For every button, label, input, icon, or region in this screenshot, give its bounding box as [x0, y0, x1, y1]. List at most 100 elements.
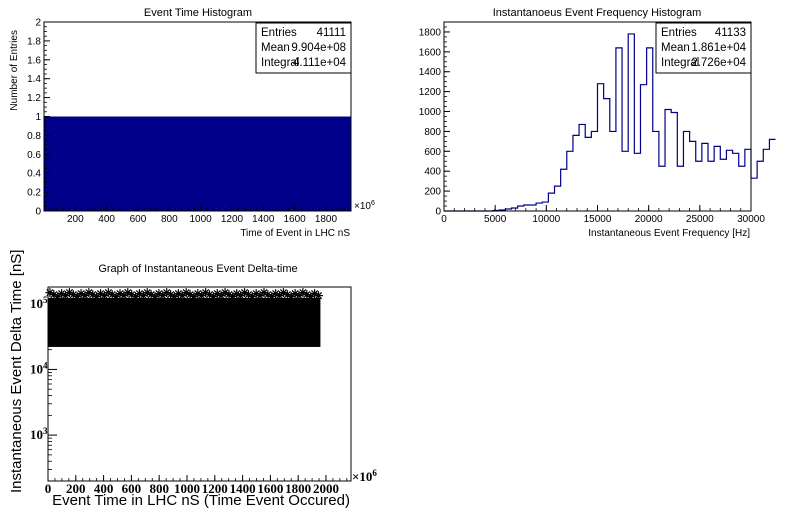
chart1-x-label: Time of Event in LHC nS	[240, 228, 350, 239]
chart2-stat-integral-label: Integral	[661, 57, 699, 69]
chart2-x-tick-label: 5000	[484, 214, 507, 225]
chart3-x-tick-label: 1200	[202, 481, 228, 496]
chart2-y-tick-label: 1800	[419, 27, 442, 38]
chart3-y-tick-label: 105	[30, 295, 48, 311]
chart3-star-stroke	[128, 291, 136, 299]
chart1-y-tick-label: 1	[35, 112, 41, 123]
chart3-star-marker	[142, 288, 152, 298]
chart2-y-tick-label: 400	[424, 167, 441, 178]
chart1-x-tick-label: 600	[130, 214, 147, 225]
chart3-star-marker	[162, 288, 172, 298]
chart3-star-stroke	[202, 289, 210, 297]
chart3-x-tick-label: 1800	[285, 481, 311, 496]
chart3-star-stroke	[233, 290, 241, 298]
chart3-star-stroke	[131, 293, 140, 301]
frequency-histogram: Instantanoeus Event Frequency Histogram …	[419, 7, 776, 239]
chart3-star-marker	[169, 292, 179, 302]
chart2-stat-mean-label: Mean	[661, 42, 690, 54]
chart3-star-marker	[150, 292, 160, 302]
chart3-star-stroke	[194, 290, 202, 298]
chart1-y-tick-label: 1.6	[27, 55, 41, 66]
chart3-star-stroke	[248, 293, 256, 301]
chart3-plot-area: 103 104 105 0 200 400 600 800 1000 1200 1400 1600 18…	[30, 286, 352, 496]
chart3-star-stroke	[311, 290, 319, 298]
chart3-star-stroke	[159, 292, 167, 300]
chart2-x-tick-label: 15000	[584, 214, 612, 225]
chart3-x-tick-label: 1400	[230, 481, 256, 496]
chart1-x-tick-label: 1600	[283, 214, 306, 225]
chart3-x-tick-label: 1600	[257, 481, 283, 496]
chart3-star-stroke	[104, 289, 112, 297]
chart2-y-tick-label: 600	[424, 147, 441, 158]
chart1-stat-entries-label: Entries	[261, 27, 297, 39]
chart3-star-stroke	[244, 291, 252, 299]
chart3-star-stroke	[252, 290, 260, 298]
chart1-stat-mean-value: 9.904e+08	[291, 42, 346, 54]
chart2-x-tick-label: 10000	[532, 214, 560, 225]
chart3-star-stroke	[93, 293, 101, 301]
chart3-star-stroke	[279, 289, 288, 297]
chart1-stat-entries-value: 41111	[317, 27, 346, 39]
chart3-x-tick-label: 200	[66, 481, 86, 496]
chart1-bar	[44, 116, 351, 211]
chart3-star-stroke	[287, 293, 295, 301]
chart1-stats-box: Entries 41111 Mean 9.904e+08 Integral 4.…	[255, 22, 352, 74]
chart2-x-label: Instantaneous Event Frequency [Hz]	[588, 228, 750, 239]
chart2-stat-entries-value: 41133	[715, 27, 746, 39]
chart3-star-stroke	[85, 289, 93, 297]
chart3-star-stroke	[303, 291, 311, 299]
chart3-star-stroke	[295, 292, 303, 300]
chart1-y-tick-label: 2	[35, 18, 41, 29]
chart1-y-tick-label: 0.2	[27, 188, 41, 199]
chart3-star-stroke	[268, 293, 276, 301]
chart3-title: Graph of Instantaneous Event Delta-time	[98, 263, 297, 275]
chart3-star-stroke	[61, 292, 70, 300]
chart3-star-marker	[255, 291, 265, 301]
chart3-star-stroke	[77, 290, 85, 298]
chart2-y-tick-label: 1000	[419, 107, 442, 118]
chart1-y-label: Number of Entries	[9, 30, 20, 111]
chart1-x-tick-label: 400	[98, 214, 115, 225]
chart3-x-label: Event Time in LHC nS (Time Event Occured…	[52, 492, 350, 509]
chart2-y-tick-label: 1200	[419, 87, 442, 98]
chart3-star-marker	[99, 291, 109, 301]
chart3-star-stroke	[314, 292, 323, 300]
chart3-x-tick-label: 400	[94, 481, 114, 496]
chart3-star-stroke	[307, 293, 315, 301]
chart3-star-marker	[80, 291, 90, 301]
chart1-y-tick-label: 1.4	[27, 74, 41, 85]
chart2-x-tick-label: 25000	[686, 214, 714, 225]
chart1-x-tick-label: 800	[161, 214, 178, 225]
chart2-y-tick-label: 800	[424, 127, 441, 138]
chart1-y-tick-label: 1.2	[27, 93, 41, 104]
chart3-star-stroke	[96, 290, 105, 298]
chart3-star-marker	[313, 291, 323, 301]
chart3-star-stroke	[143, 289, 151, 297]
chart2-series-line	[444, 33, 776, 212]
chart3-star-stroke	[167, 291, 175, 299]
chart3-x-tick-label: 2000	[313, 481, 339, 496]
chart1-y-tick-label: 0.8	[27, 131, 41, 142]
chart3-star-stroke	[89, 291, 97, 299]
chart3-star-marker	[216, 291, 226, 301]
chart3-star-stroke	[260, 289, 268, 297]
chart1-stat-integral-label: Integral	[261, 57, 299, 69]
chart3-y-label: Instantaneous Event Delta Time [nS]	[8, 250, 25, 493]
chart3-star-stroke	[81, 292, 89, 300]
chart3-y-tick-label: 104	[30, 360, 48, 376]
chart1-x-tick-label: 1000	[190, 214, 213, 225]
chart1-y-tick-label: 1.8	[27, 36, 41, 47]
chart3-star-stroke	[124, 289, 132, 297]
chart3-star-stroke	[151, 293, 159, 301]
chart3-x-multiplier: ×106	[352, 468, 377, 484]
chart3-star-stroke	[108, 291, 116, 299]
chart3-star-stroke	[54, 293, 62, 301]
chart3-point-band	[48, 297, 321, 347]
chart3-star-stroke	[178, 292, 186, 300]
chart3-star-stroke	[272, 290, 280, 298]
delta-time-graph: Graph of Instantaneous Event Delta-time …	[8, 250, 377, 509]
chart2-stats-frame	[655, 22, 752, 74]
chart3-star-stroke	[237, 292, 245, 300]
chart3-star-stroke	[213, 290, 221, 298]
